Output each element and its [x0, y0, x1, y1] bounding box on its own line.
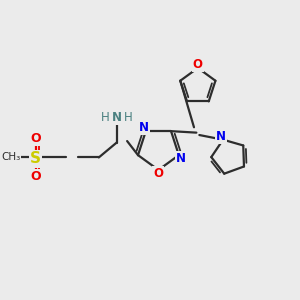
Text: O: O	[30, 132, 41, 145]
Text: O: O	[193, 58, 203, 71]
Text: O: O	[30, 170, 41, 183]
Text: CH₃: CH₃	[1, 152, 20, 163]
Text: H: H	[124, 111, 133, 124]
Text: N: N	[112, 111, 122, 124]
Text: S: S	[30, 152, 41, 166]
Text: O: O	[153, 167, 164, 180]
Text: N: N	[216, 130, 226, 143]
Text: H: H	[100, 111, 109, 124]
Text: N: N	[139, 121, 149, 134]
Text: N: N	[176, 152, 186, 165]
